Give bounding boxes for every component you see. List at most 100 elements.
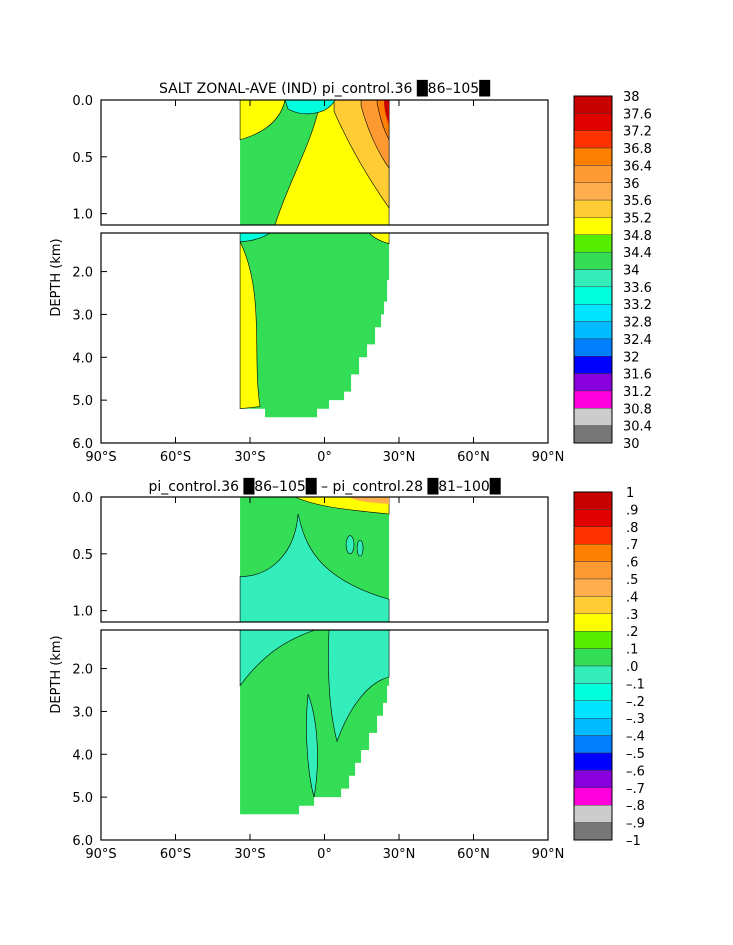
- colorbar-swatch: [573, 130, 613, 149]
- colorbar-label: 38: [623, 90, 640, 105]
- colorbar-label: –.4: [626, 730, 645, 745]
- colorbar-swatch: [573, 683, 613, 702]
- field-region: [384, 100, 390, 125]
- colorbar-swatch: [573, 217, 613, 235]
- colorbar: 38 37.6 37.2 36.8 36.4 36 35.6 35.2 34.8 34.4 34 33…: [573, 90, 652, 452]
- colorbar-swatch: [573, 822, 613, 841]
- colorbar-label: .0: [626, 660, 638, 675]
- colorbar-label: 37.6: [623, 107, 652, 122]
- colorbar-swatch: [573, 787, 613, 806]
- y-axis-label: DEPTH (km): [49, 635, 64, 713]
- colorbar-label: .2: [626, 625, 638, 640]
- colorbar-swatch: [573, 805, 613, 823]
- colorbar-label: 34.4: [623, 246, 652, 261]
- y-tick-label: 2.0: [72, 663, 93, 678]
- colorbar-label: 32.4: [623, 333, 652, 348]
- colorbar-label: 33.6: [623, 281, 652, 296]
- colorbar-swatch: [573, 390, 613, 409]
- colorbar-label: 34.8: [623, 229, 652, 244]
- colorbar-label: –1: [626, 834, 641, 849]
- field-region: [349, 497, 390, 504]
- x-tick-label: 30°S: [234, 450, 265, 465]
- field-region: [239, 99, 286, 141]
- field-region: [239, 513, 390, 623]
- colorbar-label: –.5: [626, 747, 645, 762]
- colorbar-label: 36: [623, 177, 640, 192]
- colorbar-swatch: [573, 251, 613, 270]
- colorbar-label: 1: [626, 486, 634, 501]
- colorbar-label: –.8: [626, 799, 645, 814]
- colorbar-label: 31.6: [623, 368, 652, 383]
- colorbar-swatch: [573, 752, 613, 771]
- colorbar-label: 30.4: [623, 420, 652, 435]
- colorbar-label: –.6: [626, 764, 645, 779]
- colorbar-label: 35.6: [623, 194, 652, 209]
- y-tick-label: 2.0: [72, 266, 93, 281]
- field-region: [239, 241, 261, 410]
- y-tick-label: 0.5: [72, 151, 93, 166]
- y-tick-label: 4.0: [72, 748, 93, 763]
- chart-panel-2: pi_control.36 █86–105█ – pi_control.28 █…: [49, 477, 645, 862]
- colorbar-swatch: [573, 321, 613, 340]
- y-tick-label: 0.5: [72, 548, 93, 563]
- field-regions: [239, 99, 390, 418]
- colorbar-label: 30.8: [623, 402, 652, 417]
- colorbar-label: –.1: [626, 677, 645, 692]
- colorbar-swatch: [573, 718, 613, 736]
- chart-title: pi_control.36 █86–105█ – pi_control.28 █…: [148, 477, 500, 495]
- colorbar-frame: [573, 491, 613, 841]
- x-tick-label: 60°S: [160, 847, 191, 862]
- colorbar-label: 33.2: [623, 298, 652, 313]
- colorbar-label: 30: [623, 437, 640, 452]
- field-region: [345, 535, 355, 555]
- x-tick-label: 30°N: [383, 847, 416, 862]
- colorbar-swatch: [573, 182, 613, 201]
- y-tick-label: 3.0: [72, 308, 93, 323]
- field-region: [306, 694, 318, 798]
- colorbar-label: .5: [626, 573, 638, 588]
- x-tick-label: 60°N: [457, 450, 490, 465]
- colorbar-label: 36.8: [623, 142, 652, 157]
- y-tick-label: 6.0: [72, 437, 93, 452]
- colorbar-swatch: [573, 356, 613, 374]
- field-region: [240, 233, 390, 418]
- colorbar-label: –.9: [626, 817, 645, 832]
- colorbar-label: –.3: [626, 712, 645, 727]
- y-tick-label: 1.0: [72, 605, 93, 620]
- colorbar-swatch: [573, 613, 613, 632]
- colorbar-label: .9: [626, 503, 638, 518]
- x-tick-label: 90°N: [532, 847, 565, 862]
- colorbar-swatch: [573, 425, 613, 444]
- x-tick-label: 90°N: [532, 450, 565, 465]
- colorbar-swatch: [573, 665, 613, 684]
- colorbar-swatch: [573, 526, 613, 545]
- colorbar-label: 32: [623, 350, 640, 365]
- field-region: [328, 629, 390, 743]
- x-tick-label: 0°: [317, 450, 332, 465]
- y-axis-label: DEPTH (km): [49, 238, 64, 316]
- colorbar-label: 31.2: [623, 385, 652, 400]
- x-tick-label: 30°S: [234, 847, 265, 862]
- colorbar-label: 34: [623, 264, 640, 279]
- colorbar-swatch: [573, 286, 613, 305]
- colorbar-label: –.7: [626, 782, 645, 797]
- colorbar: 1 .9 .8 .7 .6 .5 .4 .3 .2 .1 .0 –.1 –.2 –.3 –.4 –.5 –.6 –…: [573, 486, 645, 849]
- colorbar-swatch: [573, 770, 613, 789]
- colorbar-swatch: [573, 509, 613, 527]
- colorbar-label: 36.4: [623, 159, 652, 174]
- colorbar-swatch: [573, 631, 613, 649]
- colorbar-swatch: [573, 491, 613, 510]
- y-tick-label: 3.0: [72, 705, 93, 720]
- field-region: [356, 539, 364, 557]
- colorbar-swatch: [573, 408, 613, 426]
- colorbar-swatch: [573, 199, 613, 218]
- colorbar-swatch: [573, 578, 613, 597]
- y-tick-label: 0.0: [72, 491, 93, 506]
- y-tick-label: 6.0: [72, 834, 93, 849]
- colorbar-swatch: [573, 304, 613, 322]
- colorbar-label: 32.8: [623, 316, 652, 331]
- colorbar-label: .3: [626, 608, 638, 623]
- colorbar-swatch: [573, 338, 613, 357]
- colorbar-label: .8: [626, 521, 638, 536]
